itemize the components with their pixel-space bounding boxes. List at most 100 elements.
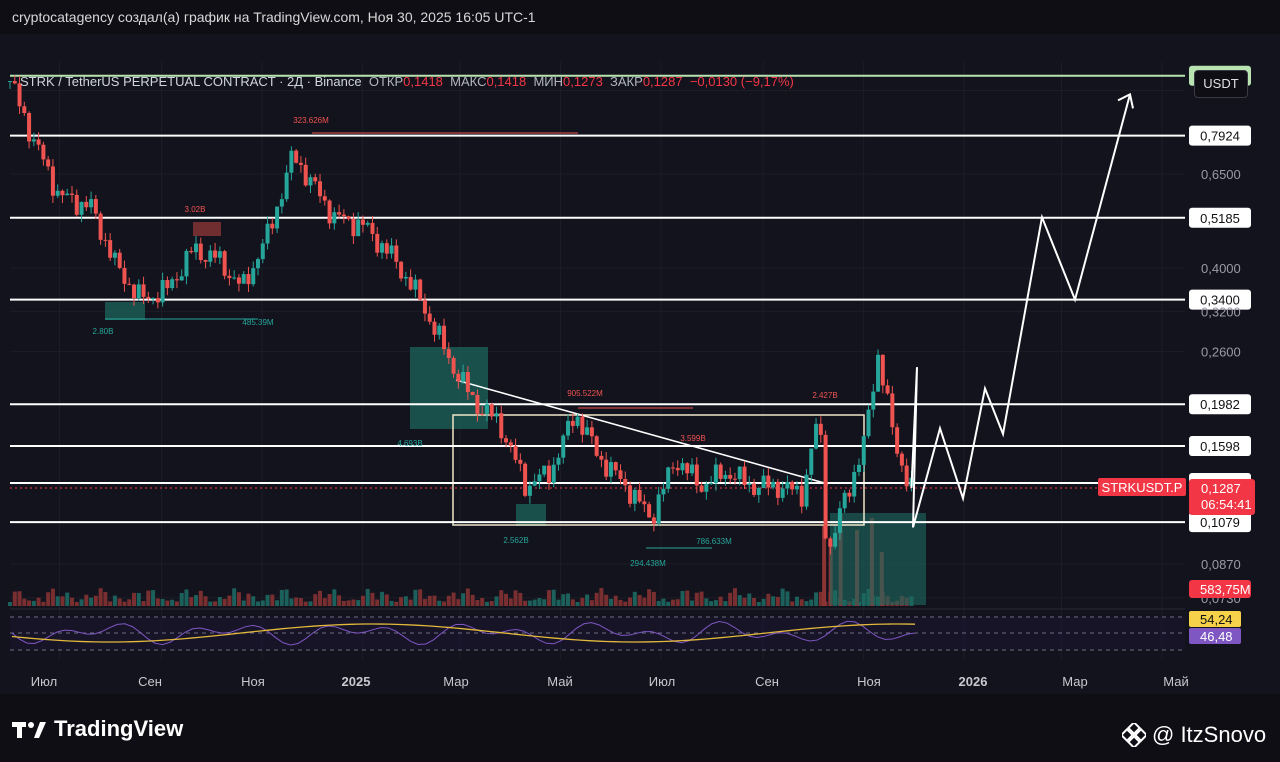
candle-body	[747, 483, 752, 486]
current-price-tag	[1189, 478, 1255, 515]
volume-bar	[141, 601, 146, 606]
volume-bar	[360, 595, 365, 606]
volume-bar	[103, 592, 108, 606]
candle-body	[356, 219, 361, 237]
volume-bar	[60, 596, 65, 606]
candle-body	[470, 392, 475, 395]
candle-body	[752, 483, 757, 495]
candle-body	[313, 177, 318, 182]
time-axis-label: Май	[1163, 674, 1188, 689]
symbol-info: STRK / TetherUS PERPETUAL CONTRACT · 2Д …	[20, 74, 794, 89]
candle-body	[804, 474, 809, 507]
volume-bar	[375, 599, 380, 606]
candle-body	[537, 474, 542, 482]
open-label: ОТКР	[368, 74, 404, 89]
candle-body	[31, 139, 36, 142]
tradingview-brand: TradingView	[54, 716, 184, 741]
candle-body	[828, 538, 833, 547]
volume-bar	[432, 595, 437, 606]
volume-bar	[461, 593, 466, 606]
candle-body	[790, 481, 795, 490]
candle-body	[680, 463, 685, 471]
level-tag	[1189, 512, 1251, 533]
volume-bar	[22, 598, 27, 606]
candle-body	[446, 349, 451, 358]
candle-body	[408, 276, 413, 290]
volume-bar	[279, 589, 284, 606]
volume-bar	[117, 598, 122, 606]
candle-body	[861, 436, 866, 465]
level-0,7924[interactable]: 0,7924	[10, 125, 1251, 146]
volume-bar	[365, 589, 370, 606]
time-axis-label: Май	[547, 674, 572, 689]
volume-bar	[799, 599, 804, 606]
volume-bar	[599, 588, 604, 606]
level-0,1982[interactable]: 0,1982	[10, 394, 1251, 415]
volume-bar	[489, 601, 494, 606]
volume-bar	[651, 591, 656, 606]
time-axis: Июл Сен Ноя 2025 Мар Май Июл Сен Ноя 2026 Мар Май	[31, 674, 1189, 689]
low-value: 0,1273	[563, 74, 603, 89]
symbol-name: STRK / TetherUS PERPETUAL CONTRACT · 2Д …	[20, 74, 362, 89]
volume-bar	[36, 597, 41, 606]
volume-bar	[546, 590, 551, 606]
current-price-value: 0,1287	[1201, 481, 1241, 496]
candle-body	[833, 532, 838, 547]
candle-body	[718, 464, 723, 479]
volume-bar	[284, 589, 289, 606]
volume-bar	[775, 596, 780, 606]
volume-bar	[275, 600, 280, 606]
candle-body	[661, 488, 666, 495]
chart-header: cryptocatagency создал(а) график на Trad…	[0, 0, 1280, 34]
candle-body	[241, 274, 246, 284]
volume-bar	[752, 597, 757, 606]
volume-bar	[55, 596, 60, 606]
candle-body	[866, 409, 871, 437]
horizontal-levels[interactable]: 1,07860,79240,51850,34000,19820,15980,13…	[10, 65, 1255, 533]
time-axis-label: Мар	[443, 674, 468, 689]
volume-bar	[241, 600, 246, 606]
level-0,1598[interactable]: 0,1598	[10, 435, 1251, 456]
level-0,5185[interactable]: 0,5185	[10, 207, 1251, 228]
volume-bar	[322, 598, 327, 606]
volume-bar	[604, 594, 609, 606]
candle-body	[480, 413, 485, 415]
level-tag	[1189, 207, 1251, 228]
volume-bar	[418, 589, 423, 606]
price-chart[interactable]: 1,07860,79240,51850,34000,19820,15980,13…	[0, 34, 1280, 694]
candle-body	[332, 212, 337, 224]
candle-body	[642, 501, 647, 505]
volume-bar	[480, 598, 485, 606]
volume-bar	[227, 595, 232, 606]
volume-bar	[389, 600, 394, 606]
tradingview-logo-icon	[12, 722, 46, 738]
level-label: 0,1079	[1200, 515, 1240, 530]
close-value: 0,1287	[642, 74, 683, 89]
candle-body	[265, 223, 270, 244]
candle-body	[670, 467, 675, 469]
volume-bar	[127, 599, 132, 606]
currency-button[interactable]: USDT	[1194, 70, 1248, 98]
volume-bar	[208, 601, 213, 606]
candle-body	[723, 474, 728, 479]
volume-bar	[74, 601, 79, 606]
candle-body	[685, 463, 690, 474]
chart-area[interactable]: 1,07860,79240,51850,34000,19820,15980,13…	[0, 34, 1280, 694]
candle-body	[284, 172, 289, 200]
volume-bar	[628, 597, 633, 606]
volume-bar	[771, 596, 776, 606]
volume-bar	[747, 593, 752, 606]
candle-body	[508, 442, 513, 446]
candle-body	[389, 245, 394, 254]
level-0,1079[interactable]: 0,1079	[10, 512, 1251, 533]
price-axis-label: 0,6500	[1201, 167, 1241, 182]
tradingview-logo[interactable]: TradingView	[12, 716, 183, 742]
volume-bar	[270, 594, 275, 606]
volume-bar	[203, 596, 208, 606]
countdown-value: 06:54:41	[1201, 497, 1252, 512]
volume-bar	[794, 596, 799, 606]
volume-bar	[637, 594, 642, 606]
candle-body	[618, 470, 623, 480]
level-0,3400[interactable]: 0,3400	[10, 289, 1251, 310]
time-axis-label: Сен	[138, 674, 162, 689]
